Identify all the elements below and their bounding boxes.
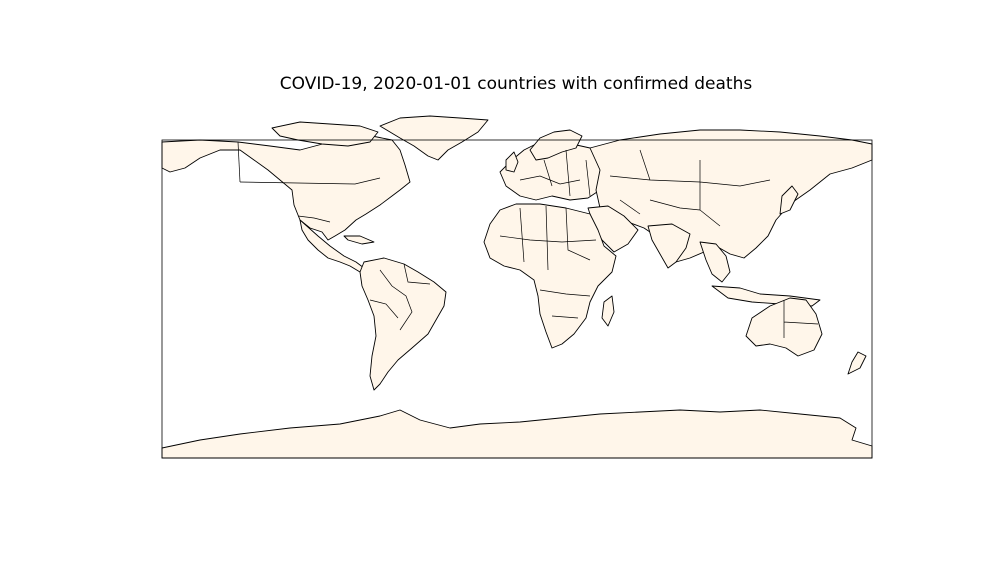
map-frame bbox=[161, 139, 873, 459]
border-south-america bbox=[369, 263, 431, 331]
land-india bbox=[647, 223, 691, 269]
border-asia bbox=[609, 149, 771, 227]
land-africa bbox=[483, 203, 617, 349]
land-madagascar bbox=[601, 295, 615, 327]
land-britain bbox=[505, 151, 519, 173]
land-asia bbox=[589, 129, 873, 263]
border-africa bbox=[499, 205, 597, 319]
land-greenland bbox=[379, 115, 489, 161]
land-scandinavia bbox=[529, 129, 583, 161]
border-australia bbox=[783, 300, 819, 338]
land-cuba bbox=[343, 235, 375, 245]
land-new-zealand bbox=[847, 351, 867, 375]
land-arctic-islands bbox=[271, 121, 379, 147]
land-central-america bbox=[299, 219, 365, 273]
border-usa-canada bbox=[239, 177, 381, 185]
land-japan bbox=[779, 185, 799, 215]
land-southeast-asia bbox=[699, 241, 731, 283]
land-south-america bbox=[359, 257, 447, 391]
map-title: COVID-19, 2020-01-01 countries with conf… bbox=[279, 74, 753, 94]
land-north-america bbox=[161, 135, 411, 241]
border-usa-mexico bbox=[297, 215, 331, 223]
border-europe bbox=[519, 149, 591, 197]
landmasses bbox=[161, 115, 873, 459]
border-alaska bbox=[237, 141, 241, 183]
land-antarctica bbox=[161, 409, 873, 459]
country-borders bbox=[237, 141, 819, 338]
